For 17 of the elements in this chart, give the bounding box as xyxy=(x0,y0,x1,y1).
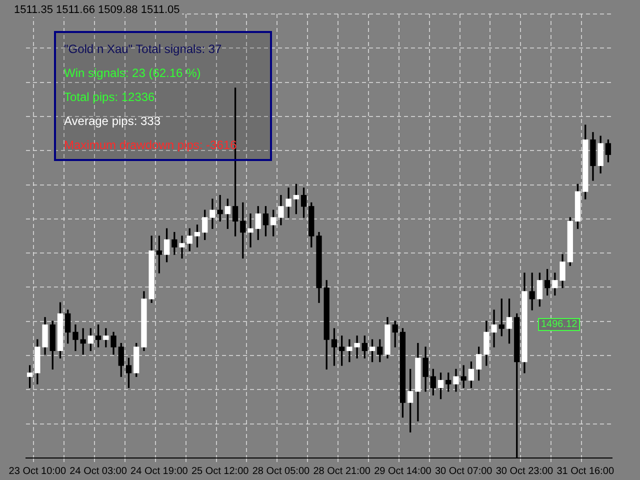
annotation: Average pips: 333 xyxy=(64,113,162,130)
x-tick-label: 28 Oct 05:00 xyxy=(252,466,310,477)
candlestick xyxy=(217,194,223,222)
x-tick-label: 24 Oct 03:00 xyxy=(70,466,128,477)
annotation: 1496.12 xyxy=(538,318,580,331)
x-tick-label: 29 Oct 14:00 xyxy=(374,466,432,477)
x-tick-label: 30 Oct 07:00 xyxy=(434,466,493,477)
x-tick-label: 30 Oct 23:00 xyxy=(496,466,554,477)
x-tick-label: 28 Oct 21:00 xyxy=(313,466,371,477)
x-tick-label: 23 Oct 10:00 xyxy=(8,466,66,477)
x-tick-label: 31 Oct 16:00 xyxy=(556,466,614,477)
text: 1511.35 1511.66 1509.88 1511.05 xyxy=(12,3,182,17)
candlestick xyxy=(179,236,185,259)
annotation: Total pips: 12336 xyxy=(64,89,156,106)
x-tick-label: 25 Oct 12:00 xyxy=(191,466,250,477)
x-tick-label: 24 Oct 19:00 xyxy=(130,466,188,477)
candlestick xyxy=(248,213,254,248)
